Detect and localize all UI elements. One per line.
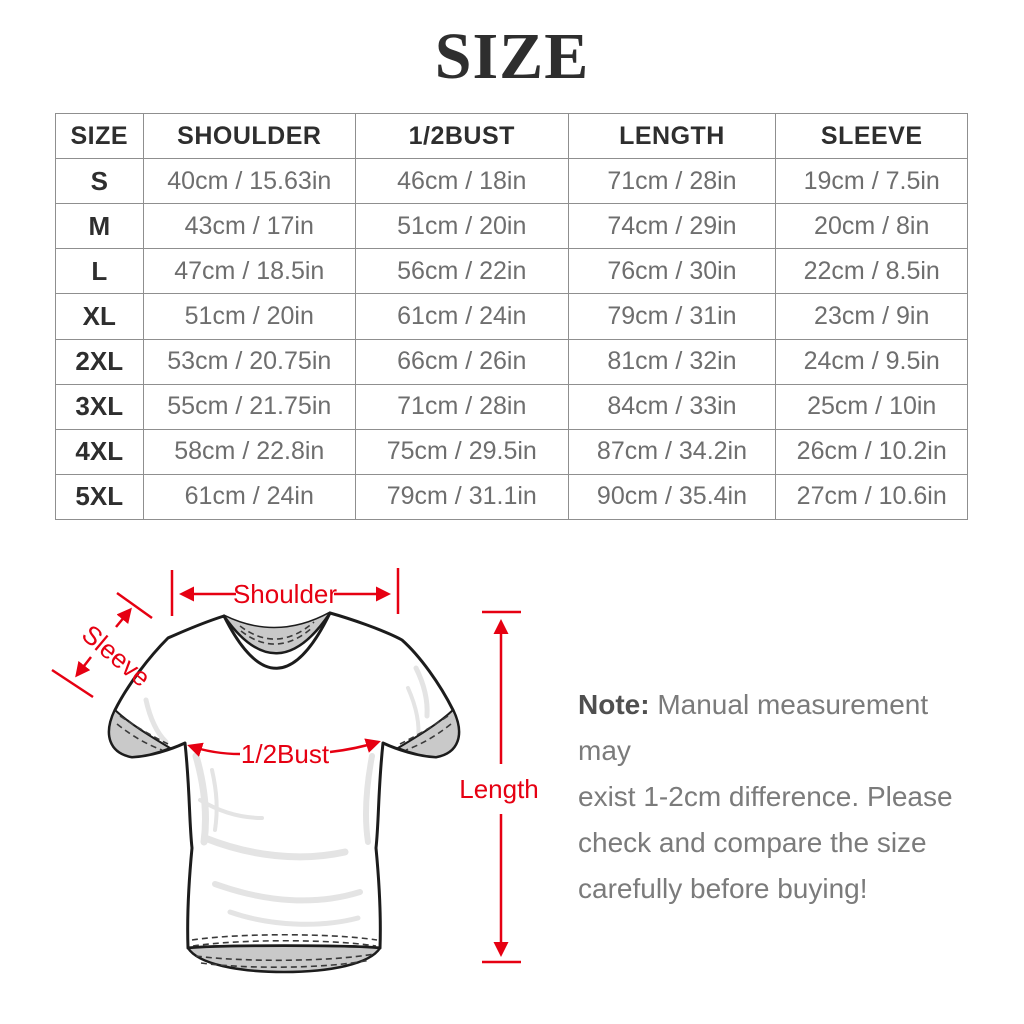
value-cell: 61cm / 24in (142, 473, 357, 521)
left-cuff (108, 709, 171, 758)
value-cell: 66cm / 26in (355, 338, 569, 385)
value-cell: 46cm / 18in (355, 157, 569, 205)
note: Note: Manual measurement may exist 1-2cm … (578, 682, 988, 912)
value-cell: 76cm / 30in (567, 248, 777, 295)
size-cell: 3XL (55, 383, 144, 430)
value-cell: 22cm / 8.5in (775, 248, 968, 295)
value-cell: 51cm / 20in (355, 203, 569, 250)
tshirt-graphic (107, 611, 461, 974)
value-cell: 79cm / 31.1in (355, 473, 569, 521)
value-cell: 61cm / 24in (355, 293, 569, 340)
size-cell: 2XL (55, 338, 144, 385)
length-arrow: Length (459, 610, 539, 964)
size-table: SIZE SHOULDER 1/2BUST LENGTH SLEEVE S 40c… (55, 113, 968, 521)
table-row: 4XL 58cm / 22.8in 75cm / 29.5in 87cm / 34.2… (55, 428, 968, 475)
shoulder-arrow: Shoulder (170, 568, 400, 616)
header-sleeve: SLEEVE (775, 113, 968, 159)
value-cell: 74cm / 29in (567, 203, 777, 250)
size-cell: M (55, 203, 144, 250)
value-cell: 40cm / 15.63in (142, 157, 357, 205)
value-cell: 27cm / 10.6in (775, 473, 968, 521)
right-cuff (397, 709, 460, 758)
value-cell: 20cm / 8in (775, 203, 968, 250)
value-cell: 90cm / 35.4in (567, 473, 777, 521)
value-cell: 51cm / 20in (142, 293, 357, 340)
size-table-body: S 40cm / 15.63in 46cm / 18in 71cm / 28in 19c… (55, 157, 968, 521)
value-cell: 47cm / 18.5in (142, 248, 357, 295)
sleeve-label: Sleeve (76, 619, 156, 693)
header-bust: 1/2BUST (355, 113, 569, 159)
table-row: S 40cm / 15.63in 46cm / 18in 71cm / 28in 19c… (55, 157, 968, 205)
value-cell: 43cm / 17in (142, 203, 357, 250)
value-cell: 19cm / 7.5in (775, 157, 968, 205)
table-header-row: SIZE SHOULDER 1/2BUST LENGTH SLEEVE (55, 113, 968, 159)
value-cell: 58cm / 22.8in (142, 428, 357, 475)
table-row: XL 51cm / 20in 61cm / 24in 79cm / 31in 23cm … (55, 293, 968, 340)
value-cell: 25cm / 10in (775, 383, 968, 430)
value-cell: 75cm / 29.5in (355, 428, 569, 475)
size-cell: S (55, 157, 144, 205)
sleeve-arrow: Sleeve (51, 591, 156, 699)
value-cell: 53cm / 20.75in (142, 338, 357, 385)
header-size: SIZE (55, 113, 144, 159)
size-cell: XL (55, 293, 144, 340)
note-label: Note: (578, 689, 650, 720)
page-title: SIZE (434, 20, 590, 93)
header-length: LENGTH (567, 113, 777, 159)
bust-label: 1/2Bust (241, 739, 330, 769)
size-cell: L (55, 248, 144, 295)
length-label: Length (459, 774, 539, 804)
shoulder-label: Shoulder (233, 579, 337, 609)
table-row: 3XL 55cm / 21.75in 71cm / 28in 84cm / 33in 2… (55, 383, 968, 430)
table-row: M 43cm / 17in 51cm / 20in 74cm / 29in 20cm /… (55, 203, 968, 250)
value-cell: 24cm / 9.5in (775, 338, 968, 385)
table-row: 2XL 53cm / 20.75in 66cm / 26in 81cm / 32in 2… (55, 338, 968, 385)
collar (222, 611, 332, 670)
note-line: Manual measurement may (578, 689, 929, 766)
table-row: L 47cm / 18.5in 56cm / 22in 76cm / 30in 22cm… (55, 248, 968, 295)
size-cell: 5XL (55, 473, 144, 521)
value-cell: 87cm / 34.2in (567, 428, 777, 475)
hem (186, 933, 382, 974)
note-line: exist 1-2cm difference. Please (578, 781, 953, 812)
bust-arrow: 1/2Bust (187, 738, 381, 769)
value-cell: 84cm / 33in (567, 383, 777, 430)
value-cell: 26cm / 10.2in (775, 428, 968, 475)
value-cell: 71cm / 28in (355, 383, 569, 430)
value-cell: 56cm / 22in (355, 248, 569, 295)
value-cell: 23cm / 9in (775, 293, 968, 340)
table-row: 5XL 61cm / 24in 79cm / 31.1in 90cm / 35.4in… (55, 473, 968, 521)
note-line: check and compare the size (578, 827, 927, 858)
note-line: carefully before buying! (578, 873, 868, 904)
